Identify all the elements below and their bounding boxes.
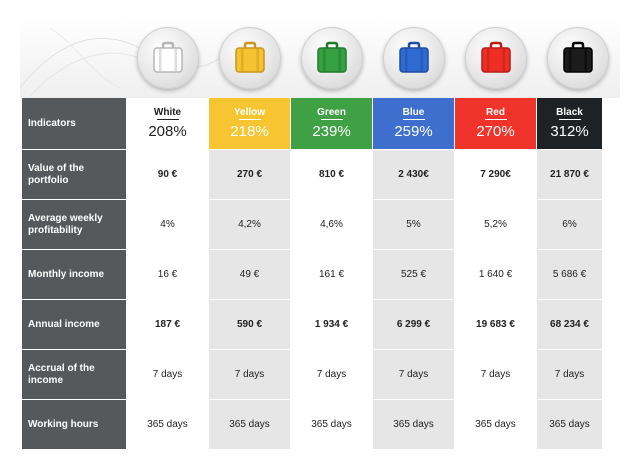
header-row: Indicators White 208% Yellow 218% Green 239% Bl… [22,98,602,150]
table-cell: 7 days [454,350,536,400]
column-name: Black [556,107,583,118]
table-cell: 365 days [126,400,208,450]
column-percent: 312% [550,123,589,140]
case-black-icon [547,27,609,89]
column-name: Blue [402,107,425,118]
table-cell: 1 934 € [290,300,372,350]
column-header-blue: Blue 259% [372,98,454,150]
table-cell: 7 290€ [454,150,536,200]
table-cell: 161 € [290,250,372,300]
case-yellow-icon [219,27,281,89]
table-cell: 6% [536,200,602,250]
row-label: Accrual of the income [22,350,126,400]
table-cell: 68 234 € [536,300,602,350]
table-cell: 7 days [208,350,290,400]
table-cell: 4,2% [208,200,290,250]
table-cell: 21 870 € [536,150,602,200]
table-cell: 365 days [372,400,454,450]
column-percent: 218% [230,123,269,140]
table-cell: 365 days [290,400,372,450]
table-row: Average weekly profitability 4% 4,2% 4,6% 5%… [22,200,602,250]
indicators-header: Indicators [22,98,126,150]
table-cell: 7 days [126,350,208,400]
case-green-icon [301,27,363,89]
table-cell: 4,6% [290,200,372,250]
table-row: Annual income 187 €590 €1 934 €6 299 €19 … [22,300,602,350]
table-row: Value of the portfolio 90 €270 €810 €2 43… [22,150,602,200]
case-white-icon [137,27,199,89]
table-cell: 5 686 € [536,250,602,300]
column-header-black: Black 312% [536,98,602,150]
header-divider [558,119,581,120]
table-cell: 90 € [126,150,208,200]
column-header-green: Green 239% [290,98,372,150]
header-divider [484,119,507,120]
table-cell: 7 days [290,350,372,400]
header-divider [238,119,261,120]
case-red-icon [465,27,527,89]
table-cell: 49 € [208,250,290,300]
row-label: Working hours [22,400,126,450]
column-name: Green [317,107,346,118]
column-percent: 270% [476,123,515,140]
table-cell: 365 days [536,400,602,450]
column-header-red: Red 270% [454,98,536,150]
column-name: Red [486,107,505,118]
column-percent: 208% [148,123,187,140]
table-row: Monthly income 16 €49 €161 €525 €1 640 €5… [22,250,602,300]
table-cell: 16 € [126,250,208,300]
table-cell: 365 days [454,400,536,450]
table-cell: 810 € [290,150,372,200]
table-cell: 365 days [208,400,290,450]
column-name: White [153,107,182,118]
table-cell: 19 683 € [454,300,536,350]
table-cell: 7 days [536,350,602,400]
column-name: Yellow [233,107,266,118]
table-cell: 2 430€ [372,150,454,200]
table-cell: 4% [126,200,208,250]
table-cell: 6 299 € [372,300,454,350]
table-cell: 1 640 € [454,250,536,300]
column-header-yellow: Yellow 218% [208,98,290,150]
header-divider [320,119,343,120]
table-cell: 187 € [126,300,208,350]
plans-table: Indicators White 208% Yellow 218% Green 239% Bl… [22,98,602,450]
table-row: Working hours 365 days 365 days 365 days 365… [22,400,602,450]
column-percent: 239% [312,123,351,140]
table-row: Accrual of the income 7 days 7 days 7 days 7… [22,350,602,400]
row-label: Average weekly profitability [22,200,126,250]
table-cell: 5,2% [454,200,536,250]
row-label: Value of the portfolio [22,150,126,200]
table-cell: 7 days [372,350,454,400]
table-cell: 5% [372,200,454,250]
table-cell: 590 € [208,300,290,350]
table-cell: 270 € [208,150,290,200]
header-divider [402,119,425,120]
column-header-white: White 208% [126,98,208,150]
header-divider [156,119,179,120]
column-percent: 259% [394,123,433,140]
row-label: Monthly income [22,250,126,300]
case-blue-icon [383,27,445,89]
table-cell: 525 € [372,250,454,300]
row-label: Annual income [22,300,126,350]
